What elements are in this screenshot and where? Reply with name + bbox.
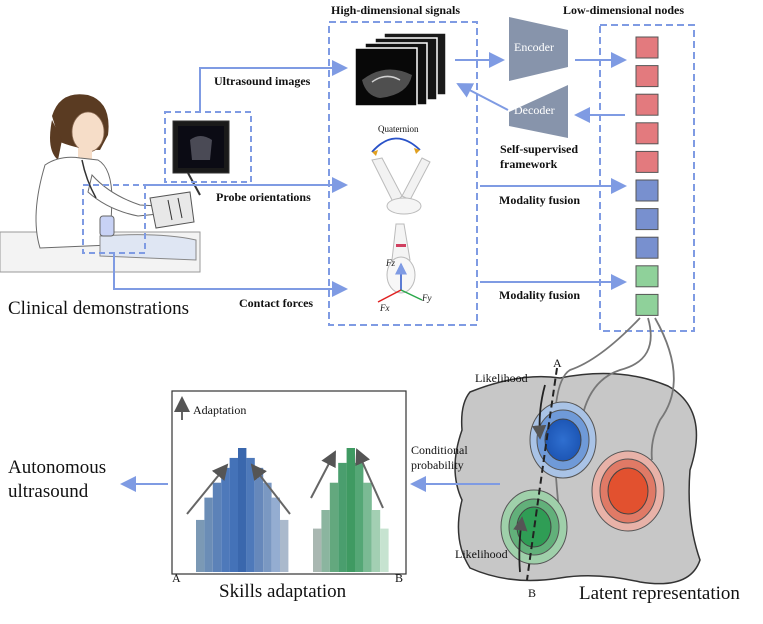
decoder-label: Decoder <box>514 103 555 117</box>
force-probe <box>377 223 423 303</box>
blue-bar <box>271 497 280 572</box>
green-bar <box>346 448 355 572</box>
encoder-label: Encoder <box>514 40 554 54</box>
latent-node <box>635 293 659 316</box>
force-x-label: Fx <box>380 303 390 313</box>
blue-bar <box>196 519 205 572</box>
latent-node <box>635 150 659 173</box>
latent-node <box>635 65 659 88</box>
contact-forces-label: Contact forces <box>239 296 314 310</box>
green-bar <box>363 482 372 572</box>
green-bar <box>313 528 322 572</box>
latent-node <box>635 236 659 259</box>
force-y-label: Fy <box>422 293 432 303</box>
ultrasound-monitor <box>172 120 230 196</box>
nodes-dashed-box <box>599 24 695 332</box>
latent-node <box>635 179 659 202</box>
force-z-label: Fz <box>386 258 395 268</box>
latent-node <box>635 208 659 231</box>
latent-node <box>635 36 659 59</box>
ultrasound-images-label: Ultrasound images <box>214 74 311 88</box>
latent-point-a-label: A <box>553 356 562 370</box>
low-dimensional-nodes <box>635 36 659 316</box>
skills-bars <box>196 448 389 572</box>
self-supervised-label-line1: Self-supervised <box>500 142 578 156</box>
self-supervised-label-line2: framework <box>500 157 558 171</box>
ultrasound-image-stack <box>354 32 447 107</box>
blue-bar <box>263 482 272 572</box>
input-arrows <box>113 60 348 297</box>
latent-node <box>635 122 659 145</box>
blue-bar <box>238 448 247 572</box>
low-dimensional-header: Low-dimensional nodes <box>563 3 685 17</box>
skills-axis-b-label: B <box>395 571 404 585</box>
quaternion-label: Quaternion <box>378 124 419 134</box>
autonomous-ultrasound-line1: Autonomous <box>8 457 107 478</box>
modality-fusion-label-1: Modality fusion <box>499 193 581 207</box>
skills-adaptation-title: Skills adaptation <box>219 581 347 602</box>
blue-bar <box>280 519 289 572</box>
signals-dashed-box <box>328 21 478 326</box>
likelihood-top-label: Likelihood <box>475 371 528 385</box>
adaptation-label: Adaptation <box>193 403 247 417</box>
latent-representation-title: Latent representation <box>579 583 740 604</box>
blue-bar <box>246 457 255 572</box>
adaptation-arrows <box>186 448 384 515</box>
blue-bar <box>212 482 222 572</box>
latent-node <box>635 265 659 288</box>
green-bar <box>380 528 389 572</box>
green-bar <box>338 462 347 572</box>
clinical-demonstrations-label: Clinical demonstrations <box>8 298 190 319</box>
quaternion-probes <box>371 137 431 215</box>
monitor-dashed-box <box>164 111 252 183</box>
green-bar <box>329 482 339 572</box>
latent-space <box>454 317 701 585</box>
clinician-illustration <box>0 94 201 273</box>
blue-bar <box>221 467 230 572</box>
blue-bar <box>254 467 264 572</box>
probe-orientations-label: Probe orientations <box>216 190 311 204</box>
latent-point-b-label: B <box>528 586 537 600</box>
latent-node <box>635 93 659 116</box>
likelihood-bottom-label: Likelihood <box>455 547 508 561</box>
modality-fusion-label-2: Modality fusion <box>499 288 581 302</box>
green-bar <box>321 510 330 572</box>
autonomous-ultrasound-line2: ultrasound <box>8 481 89 502</box>
conditional-probability-line2: probability <box>411 458 464 472</box>
blue-bar <box>229 457 238 572</box>
high-dimensional-header: High-dimensional signals <box>331 3 461 17</box>
conditional-probability-line1: Conditional <box>411 443 468 457</box>
encoder-block <box>509 17 568 81</box>
green-bar <box>355 462 364 572</box>
green-bar <box>371 510 381 572</box>
blue-bar <box>204 497 213 572</box>
skills-axis-a-label: A <box>172 571 181 585</box>
decoder-block <box>509 85 568 138</box>
